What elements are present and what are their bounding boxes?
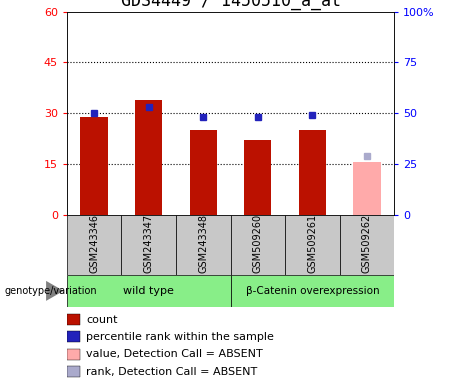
Text: GSM243347: GSM243347 xyxy=(144,214,154,273)
Text: value, Detection Call = ABSENT: value, Detection Call = ABSENT xyxy=(87,349,263,359)
Text: genotype/variation: genotype/variation xyxy=(5,286,97,296)
Text: GSM243346: GSM243346 xyxy=(89,214,99,273)
Text: GSM243348: GSM243348 xyxy=(198,214,208,273)
FancyBboxPatch shape xyxy=(340,215,394,275)
Text: GSM509260: GSM509260 xyxy=(253,214,263,273)
Bar xyxy=(67,275,230,307)
Text: GSM509261: GSM509261 xyxy=(307,214,317,273)
Title: GDS4449 / 1450510_a_at: GDS4449 / 1450510_a_at xyxy=(120,0,341,10)
FancyBboxPatch shape xyxy=(67,215,121,275)
FancyBboxPatch shape xyxy=(285,215,340,275)
Bar xyxy=(81,117,108,215)
Text: GSM509262: GSM509262 xyxy=(362,214,372,273)
Bar xyxy=(67,366,80,377)
Bar xyxy=(299,130,326,215)
Text: wild type: wild type xyxy=(123,286,174,296)
Bar xyxy=(230,275,394,307)
Bar xyxy=(135,100,162,215)
Bar xyxy=(244,141,272,215)
Text: β-Catenin overexpression: β-Catenin overexpression xyxy=(246,286,379,296)
Bar xyxy=(67,331,80,343)
FancyBboxPatch shape xyxy=(121,215,176,275)
Bar xyxy=(189,130,217,215)
Polygon shape xyxy=(46,281,64,301)
Text: percentile rank within the sample: percentile rank within the sample xyxy=(87,332,274,342)
FancyBboxPatch shape xyxy=(230,215,285,275)
Bar xyxy=(67,314,80,325)
Bar xyxy=(353,162,380,215)
Text: rank, Detection Call = ABSENT: rank, Detection Call = ABSENT xyxy=(87,366,258,377)
FancyBboxPatch shape xyxy=(176,215,230,275)
Bar xyxy=(67,349,80,360)
Text: count: count xyxy=(87,314,118,325)
